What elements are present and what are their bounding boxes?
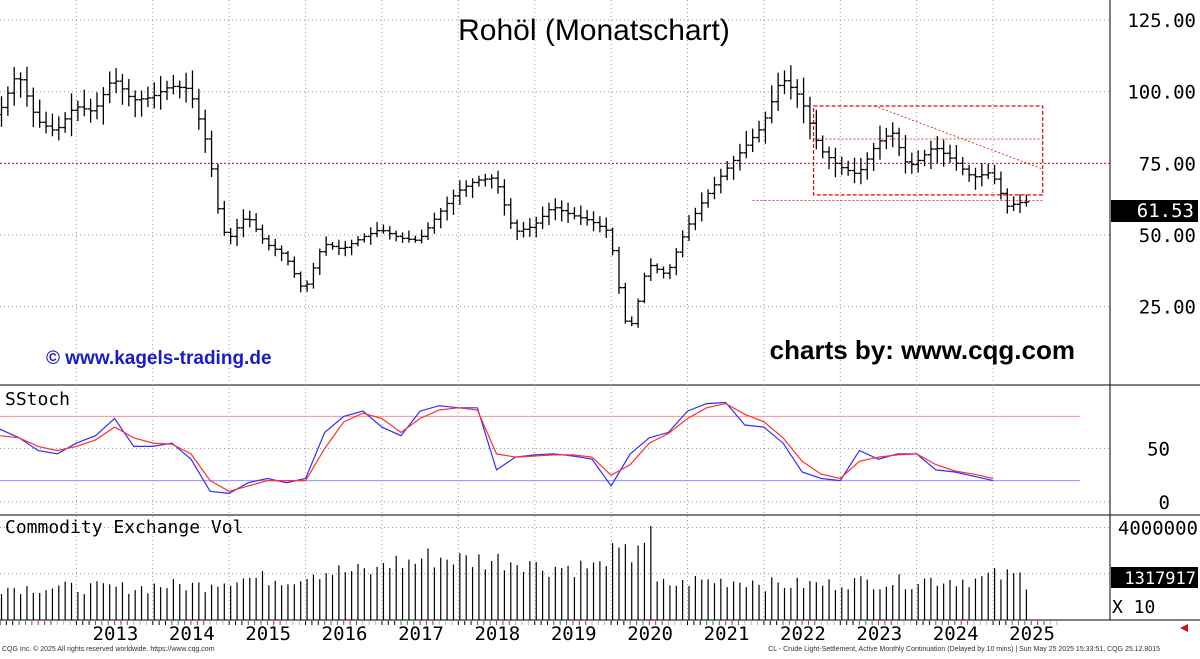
stochastic-lines: [0, 401, 994, 495]
volume-bars: [0, 525, 1027, 620]
x-tick-label: 2022: [780, 623, 826, 645]
volume-multiplier-label: X 10: [1112, 597, 1155, 618]
volume-y-tick-label: 4000000: [1118, 518, 1198, 540]
volume-last-label: 1317917: [1124, 569, 1196, 589]
x-tick-label: 2019: [551, 623, 597, 645]
x-tick-label: 2013: [93, 623, 139, 645]
footer-copyright: CQG Inc. © 2025 All rights reserved worl…: [2, 645, 215, 653]
y-tick-label: 125.00: [1127, 10, 1196, 32]
downtrend-line: [874, 105, 1043, 170]
y-tick-label: 100.00: [1127, 82, 1196, 104]
last-price-label: 61.53: [1137, 200, 1194, 222]
x-tick-label: 2024: [933, 623, 979, 645]
y-tick-label: 25.00: [1139, 297, 1196, 319]
x-tick-label: 2016: [322, 623, 368, 645]
x-tick-label: 2025: [1009, 623, 1055, 645]
stoch-y-tick-label: 0: [1159, 492, 1170, 514]
volume-panel-title: Commodity Exchange Vol: [5, 517, 243, 538]
watermark-cqg: charts by: www.cqg.com: [770, 335, 1075, 365]
last-price-tag: [1111, 200, 1198, 222]
x-tick-label: 2015: [245, 623, 291, 645]
watermark-kagels: © www.kagels-trading.de: [46, 348, 272, 369]
y-tick-label: 75.00: [1139, 153, 1196, 175]
x-tick-label: 2018: [474, 623, 520, 645]
stoch-panel-title: SStoch: [5, 389, 70, 410]
price-bars: [0, 65, 1030, 328]
scroll-left-arrow-icon[interactable]: [1180, 624, 1188, 632]
x-tick-label: 2017: [398, 623, 444, 645]
x-tick-label: 2014: [169, 623, 215, 645]
footer-contract-info: CL - Crude Light-Settlement, Active Mont…: [768, 646, 1160, 653]
range-box: [812, 105, 1044, 196]
x-tick-label: 2023: [856, 623, 902, 645]
stoch-line-pct-d: [0, 402, 994, 492]
x-tick-label: 2021: [704, 623, 750, 645]
chart-title: Rohöl (Monatschart): [458, 14, 730, 47]
volume-last-tag: [1111, 567, 1198, 588]
stoch-y-tick-label: 50: [1147, 439, 1170, 461]
x-tick-label: 2020: [627, 623, 673, 645]
y-tick-label: 50.00: [1139, 225, 1196, 247]
